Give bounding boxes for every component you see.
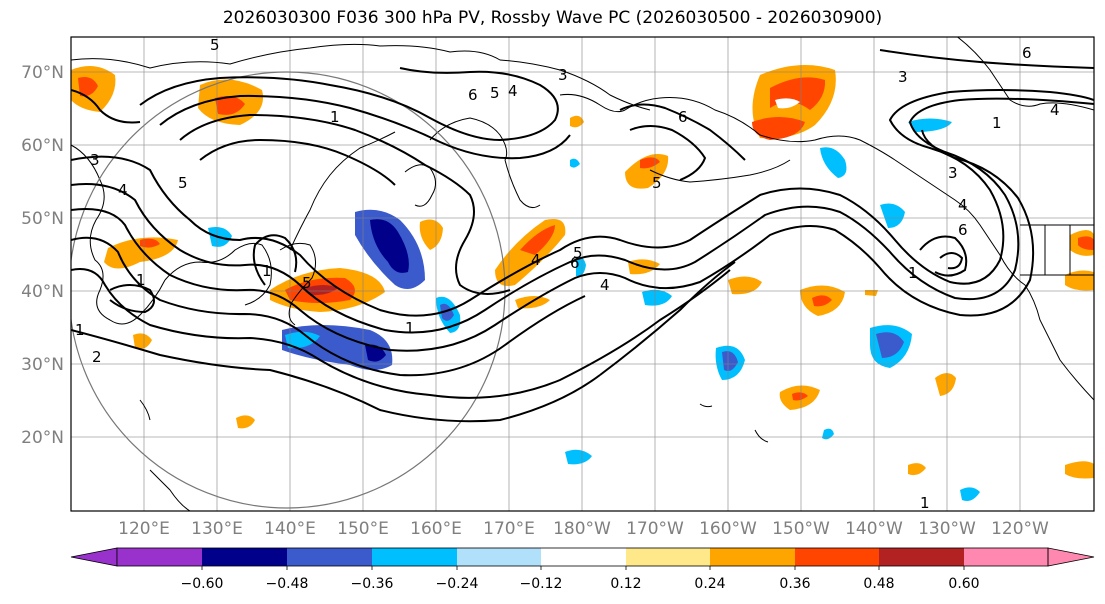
- lon-label-170w: 170°W: [626, 519, 684, 539]
- colorbar-tick-label: 0.12: [610, 576, 641, 592]
- map-title: 2026030300 F036 300 hPa PV, Rossby Wave …: [222, 8, 883, 28]
- lat-label-70n: 70°N: [21, 63, 64, 83]
- colorbar-segment: [710, 548, 795, 566]
- contour-label: 1: [405, 319, 415, 337]
- contour-label: 3: [558, 66, 568, 84]
- contour-label: 1: [262, 262, 272, 280]
- colorbar-over-extension: [1047, 547, 1095, 567]
- colorbar-tick-label: −0.36: [351, 576, 394, 592]
- contour-label: 4: [118, 181, 128, 199]
- contour-label: 6: [468, 86, 478, 104]
- contour-label: 1: [908, 264, 918, 282]
- colorbar-segment: [287, 548, 372, 566]
- lat-label-60n: 60°N: [21, 136, 64, 156]
- colorbar-segment: [626, 548, 710, 566]
- pv-contours: [71, 49, 1094, 423]
- reference-circle: [71, 71, 506, 509]
- colorbar-segment: [117, 548, 202, 566]
- lon-label-130w: 130°W: [918, 519, 976, 539]
- lon-label-160e: 160°E: [410, 519, 462, 539]
- colorbar-tick-label: 0.48: [863, 576, 894, 592]
- colorbar-tick-label: −0.12: [520, 576, 563, 592]
- colorbar-tick-label: −0.24: [436, 576, 479, 592]
- colorbar-tick-label: −0.60: [181, 576, 224, 592]
- lon-label-150e: 150°E: [337, 519, 389, 539]
- map-frame: [70, 36, 1095, 512]
- lat-label-30n: 30°N: [21, 355, 64, 375]
- contour-label: 4: [508, 82, 518, 100]
- lon-label-130e: 130°E: [191, 519, 243, 539]
- colorbar-tick-label: 0.60: [948, 576, 979, 592]
- lon-label-180w: 180°W: [553, 519, 611, 539]
- lat-label-50n: 50°N: [21, 209, 64, 229]
- colorbar-outline: [116, 547, 1049, 567]
- latitude-labels: 70°N 60°N 50°N 40°N 30°N 20°N: [21, 63, 64, 448]
- contour-label: 1: [920, 494, 930, 512]
- contour-label: 1: [75, 321, 85, 339]
- negative-anomaly-shading: [208, 118, 980, 501]
- colorbar-tick-label: 0.24: [694, 576, 725, 592]
- contour-label: 5: [652, 174, 662, 192]
- colorbar-segment: [372, 548, 457, 566]
- contour-label: 4: [958, 196, 968, 214]
- lon-label-120w: 120°W: [991, 519, 1049, 539]
- colorbar-segment: [457, 548, 541, 566]
- contour-label: 1: [136, 271, 146, 289]
- lon-label-150w: 150°W: [772, 519, 830, 539]
- lon-label-140w: 140°W: [845, 519, 903, 539]
- contour-label: 4: [531, 251, 541, 269]
- colorbar-segment: [964, 548, 1048, 566]
- longitude-labels: 120°E 130°E 140°E 150°E 160°E 170°E 180°…: [118, 519, 1049, 539]
- lon-label-160w: 160°W: [699, 519, 757, 539]
- lat-label-40n: 40°N: [21, 282, 64, 302]
- contour-label: 6: [570, 254, 580, 272]
- colorbar: −0.60 −0.48 −0.36 −0.24 −0.12 0.12 0.24 …: [70, 547, 1095, 592]
- contour-label: 4: [600, 276, 610, 294]
- colorbar-segment: [879, 548, 964, 566]
- lon-label-170e: 170°E: [483, 519, 535, 539]
- contour-label: 3: [898, 68, 908, 86]
- contour-label: 6: [1022, 44, 1032, 62]
- contour-labels: 5 3 1 6 5 4 3 6 3 6 4 1 3 4 5 1 5 4 6 5 …: [75, 36, 1060, 512]
- contour-label: 5: [178, 174, 188, 192]
- contour-label: 6: [958, 221, 968, 239]
- lon-label-140e: 140°E: [264, 519, 316, 539]
- colorbar-under-extension: [70, 547, 118, 567]
- contour-label: 3: [90, 151, 100, 169]
- lat-label-20n: 20°N: [21, 428, 64, 448]
- contour-label: 5: [302, 274, 312, 292]
- lon-label-120e: 120°E: [118, 519, 170, 539]
- contour-label: 1: [992, 114, 1002, 132]
- contour-label: 3: [948, 164, 958, 182]
- colorbar-tick-label: −0.48: [266, 576, 309, 592]
- contour-label: 5: [210, 36, 220, 54]
- contour-label: 5: [573, 244, 583, 262]
- coastlines: [71, 37, 1094, 511]
- contour-label: 5: [490, 84, 500, 102]
- contour-label: 6: [678, 108, 688, 126]
- contour-label: 4: [1050, 101, 1060, 119]
- contour-label: 2: [92, 348, 102, 366]
- colorbar-tick-label: 0.36: [779, 576, 810, 592]
- colorbar-segment: [541, 548, 626, 566]
- colorbar-segment: [795, 548, 879, 566]
- colorbar-segment: [202, 548, 287, 566]
- contour-label: 1: [330, 108, 340, 126]
